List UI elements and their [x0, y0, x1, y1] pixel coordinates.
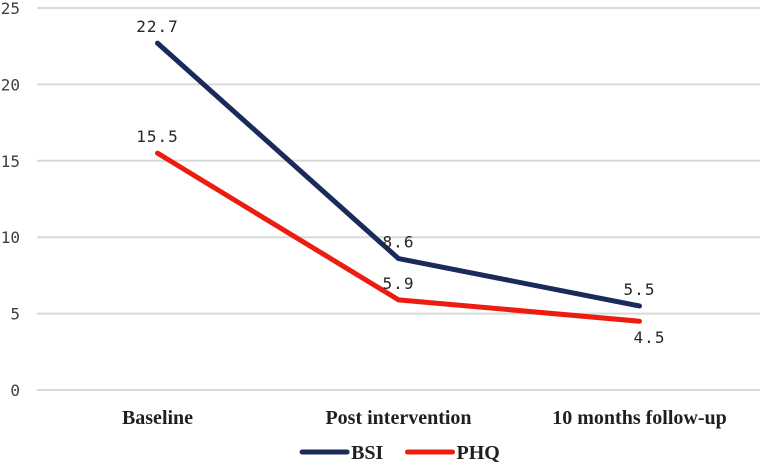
- data-label-bsi: 22.7: [136, 17, 179, 36]
- data-label-bsi: 5.5: [624, 280, 656, 299]
- series-line-bsi: [155, 40, 642, 309]
- data-label-phq: 4.5: [634, 328, 666, 347]
- y-axis-tick-label: 25: [1, 0, 20, 18]
- x-axis-category-label: Baseline: [122, 407, 193, 429]
- y-axis-tick-label: 0: [10, 381, 20, 400]
- series-line-phq: [155, 150, 642, 324]
- x-axis-category-label: 10 months follow-up: [552, 407, 726, 429]
- y-axis-tick-label: 10: [1, 228, 20, 247]
- legend-label-phq: PHQ: [457, 442, 500, 464]
- x-axis-category-label: Post intervention: [325, 407, 471, 429]
- y-axis-tick-label: 5: [10, 305, 20, 324]
- data-label-phq: 5.9: [383, 274, 415, 293]
- legend-label-bsi: BSI: [351, 442, 383, 464]
- data-label-phq: 15.5: [136, 127, 179, 146]
- data-label-bsi: 8.6: [383, 233, 415, 252]
- y-axis-tick-label: 20: [1, 75, 20, 94]
- y-axis-tick-label: 15: [1, 152, 20, 171]
